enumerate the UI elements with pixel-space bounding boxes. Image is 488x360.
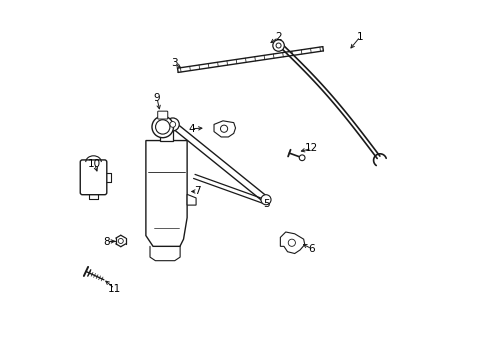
Circle shape xyxy=(220,125,227,132)
FancyBboxPatch shape xyxy=(80,160,106,195)
Circle shape xyxy=(299,155,305,161)
Text: 3: 3 xyxy=(171,58,178,68)
Text: 2: 2 xyxy=(275,32,281,42)
Circle shape xyxy=(276,43,281,48)
Circle shape xyxy=(155,120,169,134)
FancyBboxPatch shape xyxy=(158,111,167,119)
Polygon shape xyxy=(214,121,235,137)
Text: 12: 12 xyxy=(305,143,318,153)
Circle shape xyxy=(152,116,173,138)
Text: 10: 10 xyxy=(88,159,101,169)
Text: 8: 8 xyxy=(103,237,110,247)
Circle shape xyxy=(118,238,123,243)
Text: 6: 6 xyxy=(308,244,315,254)
Text: 4: 4 xyxy=(188,124,194,134)
Circle shape xyxy=(169,122,175,127)
FancyBboxPatch shape xyxy=(160,125,172,140)
Polygon shape xyxy=(280,232,304,253)
Text: 9: 9 xyxy=(153,93,160,103)
Text: 5: 5 xyxy=(263,199,269,210)
Circle shape xyxy=(261,195,270,205)
Circle shape xyxy=(287,239,295,246)
Text: 7: 7 xyxy=(193,186,200,197)
Text: 11: 11 xyxy=(108,284,121,294)
Circle shape xyxy=(166,118,179,131)
Text: 1: 1 xyxy=(356,32,363,41)
Polygon shape xyxy=(145,140,187,246)
Polygon shape xyxy=(187,194,196,205)
Circle shape xyxy=(272,40,284,51)
